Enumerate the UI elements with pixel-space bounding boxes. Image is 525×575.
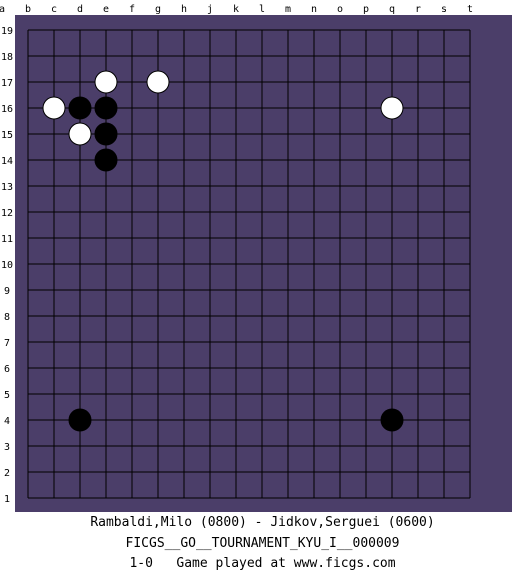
black-stone-e16 xyxy=(94,96,118,120)
row-label: 18 xyxy=(1,52,13,63)
column-label: g xyxy=(155,4,161,15)
column-label: b xyxy=(25,4,31,15)
row-label: 10 xyxy=(1,260,13,271)
row-label: 14 xyxy=(1,156,13,167)
white-stone-q16 xyxy=(380,96,404,120)
tournament-caption: FICGS__GO__TOURNAMENT_KYU_I__000009 xyxy=(125,536,400,551)
column-label: a xyxy=(0,4,5,15)
white-stone-c16 xyxy=(42,96,66,120)
site-footer: Game played at www.ficgs.com xyxy=(176,556,396,571)
column-label: t xyxy=(467,4,473,15)
row-label: 19 xyxy=(1,26,13,37)
row-label: 11 xyxy=(1,234,13,245)
column-label: j xyxy=(207,4,213,15)
row-label: 1 xyxy=(4,494,10,505)
column-label: q xyxy=(389,4,395,15)
column-label: l xyxy=(259,4,265,15)
players-caption: Rambaldi,Milo (0800) - Jidkov,Serguei (0… xyxy=(90,515,435,530)
row-label: 9 xyxy=(4,286,10,297)
row-label: 15 xyxy=(1,130,13,141)
white-stone-e17 xyxy=(94,70,118,94)
column-label: p xyxy=(363,4,369,15)
column-label: c xyxy=(51,4,57,15)
result-line: 1-0 Game played at www.ficgs.com xyxy=(0,556,525,571)
column-label: o xyxy=(337,4,343,15)
row-label: 5 xyxy=(4,390,10,401)
column-label: m xyxy=(285,4,291,15)
row-label: 16 xyxy=(1,104,13,115)
row-label: 6 xyxy=(4,364,10,375)
column-label: n xyxy=(311,4,317,15)
row-label: 2 xyxy=(4,468,10,479)
game-result: 1-0 xyxy=(129,556,153,571)
black-stone-e14 xyxy=(94,148,118,172)
row-label: 3 xyxy=(4,442,10,453)
white-stone-d15 xyxy=(68,122,92,146)
column-label: d xyxy=(77,4,83,15)
column-label: r xyxy=(415,4,421,15)
row-label: 7 xyxy=(4,338,10,349)
black-stone-e15 xyxy=(94,122,118,146)
column-label: h xyxy=(181,4,187,15)
column-label: f xyxy=(129,4,135,15)
row-label: 17 xyxy=(1,78,13,89)
black-stone-q4 xyxy=(380,408,404,432)
black-stone-d4 xyxy=(68,408,92,432)
row-label: 4 xyxy=(4,416,10,427)
row-label: 12 xyxy=(1,208,13,219)
column-label: k xyxy=(233,4,239,15)
board-svg: a b c d e f g h j k l m n o p q r s t191817161514131211109… xyxy=(0,4,473,505)
white-stone-g17 xyxy=(146,70,170,94)
column-label: e xyxy=(103,4,109,15)
row-label: 8 xyxy=(4,312,10,323)
black-stone-d16 xyxy=(68,96,92,120)
column-label: s xyxy=(441,4,447,15)
row-label: 13 xyxy=(1,182,13,193)
